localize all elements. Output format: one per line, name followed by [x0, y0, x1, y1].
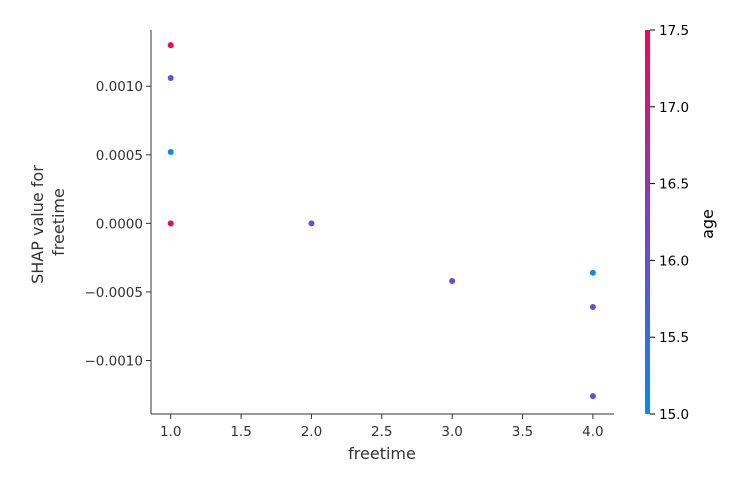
colorbar-tick-label: 17.5 — [659, 23, 689, 39]
y-tick-label: 0.0010 — [96, 79, 143, 95]
colorbar-title: age — [698, 209, 717, 239]
x-tick-label: 2.5 — [371, 424, 392, 440]
data-point — [167, 42, 174, 49]
x-tick-label: 4.0 — [582, 424, 603, 440]
y-axis-title-line-1: SHAP value for — [28, 165, 47, 284]
data-point — [589, 269, 596, 276]
x-tick-label: 3.5 — [512, 424, 533, 440]
data-points — [167, 42, 596, 400]
data-point — [449, 277, 456, 284]
data-point — [589, 393, 596, 400]
data-point — [167, 75, 174, 81]
x-tick-label: 1.5 — [230, 424, 251, 440]
y-ticks: 0.0010 0.0005 0.0000 −0.0005 −0.0010 — [84, 79, 151, 370]
colorbar — [645, 30, 650, 414]
x-tick-label: 2.0 — [301, 424, 322, 440]
colorbar-tick-label: 16.5 — [659, 177, 689, 193]
data-point — [167, 220, 174, 227]
x-axis-title: freetime — [348, 444, 416, 463]
data-point — [308, 220, 315, 227]
y-tick-label: −0.0010 — [84, 354, 143, 370]
colorbar-ticks: 15.0 15.5 16.0 16.5 17.0 17.5 — [650, 23, 689, 423]
x-ticks: 1.0 1.5 2.0 2.5 3.0 3.5 4.0 — [160, 414, 604, 440]
y-tick-label: 0.0005 — [96, 148, 143, 164]
data-point — [589, 304, 596, 311]
x-tick-label: 3.0 — [441, 424, 462, 440]
colorbar-tick-label: 17.0 — [659, 100, 689, 116]
colorbar-tick-label: 16.0 — [659, 253, 689, 269]
colorbar-tick-label: 15.0 — [659, 407, 689, 423]
y-tick-label: 0.0000 — [96, 216, 143, 232]
y-axis-title-line-2: freetime — [49, 188, 68, 256]
y-tick-label: −0.0005 — [84, 285, 143, 301]
x-tick-label: 1.0 — [160, 424, 181, 440]
data-point — [167, 149, 174, 156]
colorbar-tick-label: 15.5 — [659, 330, 689, 346]
y-axis-title: SHAP value for freetime — [28, 160, 68, 284]
